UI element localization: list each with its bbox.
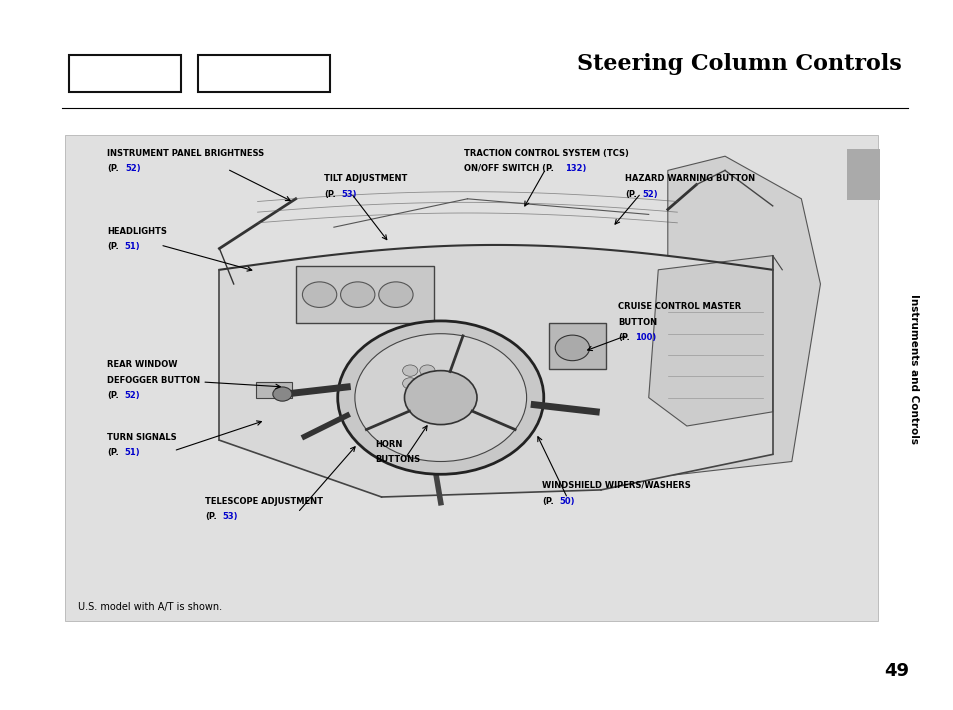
Text: U.S. model with A/T is shown.: U.S. model with A/T is shown. [78,602,222,612]
Text: 52): 52) [124,391,139,400]
Circle shape [378,282,413,307]
Circle shape [402,378,417,389]
Text: (P.: (P. [107,164,118,173]
Text: TILT ADJUSTMENT: TILT ADJUSTMENT [324,174,407,183]
Polygon shape [667,156,820,476]
Text: DEFOGGER BUTTON: DEFOGGER BUTTON [107,376,200,385]
Text: (P.: (P. [618,333,629,342]
Text: Instruments and Controls: Instruments and Controls [908,294,918,444]
Text: TURN SIGNALS: TURN SIGNALS [107,432,176,442]
Text: (P.: (P. [541,496,553,506]
Circle shape [404,371,476,425]
Text: 53): 53) [341,190,356,199]
Circle shape [419,365,435,376]
Text: (P.: (P. [624,190,636,199]
Text: BUTTON: BUTTON [618,317,657,327]
Text: TRACTION CONTROL SYSTEM (TCS): TRACTION CONTROL SYSTEM (TCS) [463,148,628,158]
Circle shape [337,321,543,474]
Bar [69,55,181,92]
Text: ON/OFF SWITCH (P.: ON/OFF SWITCH (P. [463,164,553,173]
Text: 51): 51) [124,448,139,457]
Bar [548,323,605,369]
Polygon shape [648,256,772,426]
Circle shape [302,282,336,307]
Text: HAZARD WARNING BUTTON: HAZARD WARNING BUTTON [624,174,754,183]
Bar [65,135,877,621]
Circle shape [273,387,292,401]
Text: Steering Column Controls: Steering Column Controls [577,53,901,75]
Text: INSTRUMENT PANEL BRIGHTNESS: INSTRUMENT PANEL BRIGHTNESS [107,148,264,158]
Text: (P.: (P. [107,448,118,457]
Text: (P.: (P. [205,512,216,521]
Text: 132): 132) [564,164,585,173]
Bar [295,266,434,323]
Text: (P.: (P. [324,190,335,199]
Text: 51): 51) [124,242,139,251]
Text: 53): 53) [222,512,237,521]
Polygon shape [219,245,772,497]
Text: 52): 52) [125,164,140,173]
Text: 100): 100) [635,333,656,342]
Bar [846,149,879,200]
Text: HORN: HORN [375,439,402,449]
Text: WINDSHIELD WIPERS/WASHERS: WINDSHIELD WIPERS/WASHERS [541,481,690,490]
Text: (P.: (P. [107,242,118,251]
Text: TELESCOPE ADJUSTMENT: TELESCOPE ADJUSTMENT [205,496,323,506]
Text: 49: 49 [883,662,908,680]
Bar [198,55,330,92]
Circle shape [402,365,417,376]
Text: REAR WINDOW: REAR WINDOW [107,360,177,369]
Circle shape [340,282,375,307]
Text: 50): 50) [558,496,574,506]
Bar [255,382,292,398]
Text: 52): 52) [641,190,657,199]
Circle shape [555,335,589,361]
Text: BUTTONS: BUTTONS [375,455,419,464]
Text: (P.: (P. [107,391,118,400]
Text: HEADLIGHTS: HEADLIGHTS [107,226,167,236]
Circle shape [419,378,435,389]
Circle shape [355,334,526,462]
Text: CRUISE CONTROL MASTER: CRUISE CONTROL MASTER [618,302,740,311]
